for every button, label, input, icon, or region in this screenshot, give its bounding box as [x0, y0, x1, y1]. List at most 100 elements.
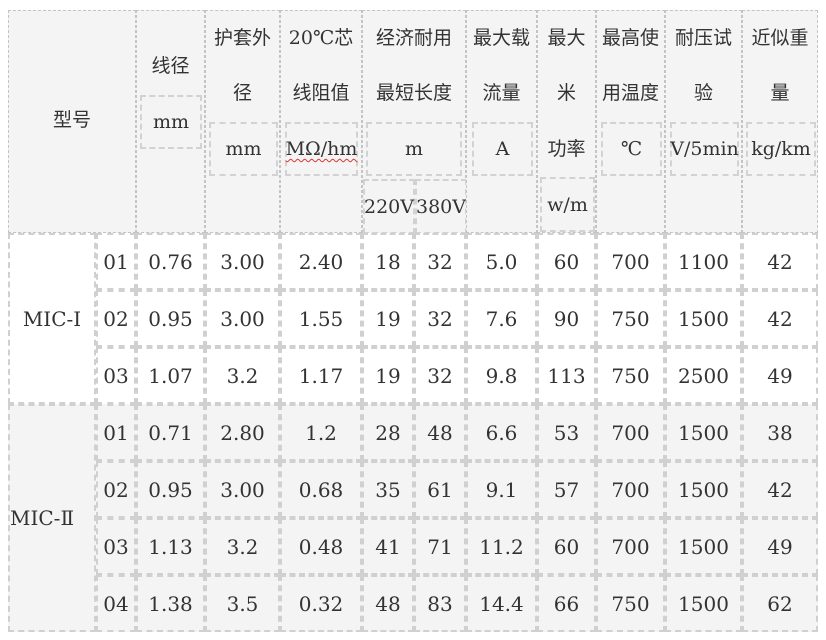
header-sheath-unit: mm [209, 122, 278, 176]
table-cell: 700 [596, 518, 665, 575]
table-cell: 0.76 [136, 233, 205, 290]
table-cell: 49 [742, 518, 818, 575]
table-cell: 1500 [665, 461, 742, 518]
header-current-label-2: 流量 [482, 82, 521, 104]
table-cell: 1.13 [136, 518, 205, 575]
table-cell: 35 [362, 461, 414, 518]
header-sheath-label-2: 径 [232, 82, 252, 104]
table-cell: 61 [414, 461, 466, 518]
header-power-label-3: 功率 [547, 138, 586, 160]
table-cell: 3.5 [205, 575, 280, 632]
header-length-label-2: 最短长度 [375, 82, 452, 104]
table-cell: 750 [596, 575, 665, 632]
table-cell: 66 [537, 575, 596, 632]
table-cell: 3.00 [205, 290, 280, 347]
table-cell: 49 [742, 347, 818, 404]
header-model: 型号 [8, 10, 136, 233]
table-cell: 32 [414, 347, 466, 404]
table-cell: 3.2 [205, 347, 280, 404]
header-power: 最大 米 功率 w/m [537, 10, 596, 233]
header-power-label-2: 米 [556, 82, 576, 104]
header-power-label-1: 最大 [547, 27, 586, 49]
table-cell: 18 [362, 233, 414, 290]
table-cell: 750 [596, 347, 665, 404]
table-cell: 19 [362, 290, 414, 347]
header-weight-unit: kg/km [746, 122, 816, 176]
table-cell: 2.80 [205, 404, 280, 461]
header-current-label-1: 最大载 [472, 27, 530, 49]
table-cell: 41 [362, 518, 414, 575]
table-cell: 2.40 [280, 233, 362, 290]
table-cell: 2500 [665, 347, 742, 404]
table-cell: 57 [537, 461, 596, 518]
header-voltage-label-2: 验 [693, 82, 713, 104]
table-cell: 04 [96, 575, 136, 632]
header-model-label: 型号 [52, 109, 91, 131]
header-resistance-unit: MΩ/hm [285, 122, 358, 176]
table-cell: 42 [742, 461, 818, 518]
table-cell: 1.55 [280, 290, 362, 347]
table-cell: 60 [537, 518, 596, 575]
table-cell: 42 [742, 290, 818, 347]
header-diameter: 线径 mm [136, 10, 205, 233]
table-cell: 1.07 [136, 347, 205, 404]
table-cell: 28 [362, 404, 414, 461]
table-cell: 3.00 [205, 233, 280, 290]
header-diameter-label: 线径 [151, 55, 190, 77]
table-cell: 48 [414, 404, 466, 461]
header-diameter-unit: mm [140, 95, 202, 149]
table-cell: 0.95 [136, 461, 205, 518]
header-resistance-label-2: 线阻值 [292, 82, 350, 104]
header-temperature-unit: ℃ [601, 122, 662, 176]
header-current: 最大载 流量 A [466, 10, 537, 233]
table-cell: 1.17 [280, 347, 362, 404]
header-weight: 近似重 量 kg/km [742, 10, 818, 233]
table-cell: 6.6 [466, 404, 537, 461]
table-cell: 03 [96, 518, 136, 575]
table-cell: 60 [537, 233, 596, 290]
header-resistance: 20℃芯 线阻值 MΩ/hm [280, 10, 362, 233]
table-cell: 38 [742, 404, 818, 461]
header-temperature-label-2: 用温度 [601, 82, 659, 104]
model-cell: MIC-Ⅱ [8, 404, 96, 632]
table-cell: 700 [596, 233, 665, 290]
header-sheath: 护套外 径 mm [205, 10, 280, 233]
header-temperature: 最高使 用温度 ℃ [596, 10, 665, 233]
table-cell: 14.4 [466, 575, 537, 632]
table-cell: 02 [96, 290, 136, 347]
table-cell: 32 [414, 233, 466, 290]
table-cell: 01 [96, 404, 136, 461]
header-resistance-label-1: 20℃芯 [288, 27, 354, 49]
table-cell: 0.95 [136, 290, 205, 347]
table-cell: 0.48 [280, 518, 362, 575]
header-weight-label-1: 近似重 [751, 27, 809, 49]
header-weight-label-2: 量 [770, 82, 790, 104]
table-cell: 0.71 [136, 404, 205, 461]
table-cell: 1500 [665, 575, 742, 632]
table-cell: 1500 [665, 518, 742, 575]
table-cell: 700 [596, 404, 665, 461]
header-length-220v: 220V [363, 179, 415, 234]
table-cell: 1.38 [136, 575, 205, 632]
table-cell: 11.2 [466, 518, 537, 575]
table-cell: 03 [96, 347, 136, 404]
header-length-380v: 380V [415, 179, 467, 234]
table-cell: 71 [414, 518, 466, 575]
model-cell: MIC-Ⅰ [8, 233, 96, 404]
header-current-unit: A [472, 122, 533, 176]
table-cell: 0.68 [280, 461, 362, 518]
table-cell: 1100 [665, 233, 742, 290]
header-sheath-label-1: 护套外 [213, 27, 271, 49]
table-cell: 42 [742, 233, 818, 290]
header-voltage: 耐压试 验 V/5min [665, 10, 742, 233]
header-length-label-1: 经济耐用 [375, 27, 452, 49]
table-cell: 3.00 [205, 461, 280, 518]
table-cell: 1500 [665, 404, 742, 461]
table-cell: 53 [537, 404, 596, 461]
table-cell: 7.6 [466, 290, 537, 347]
table-cell: 62 [742, 575, 818, 632]
table-cell: 1.2 [280, 404, 362, 461]
table-cell: 02 [96, 461, 136, 518]
header-resistance-unit-text: MΩ/hm [285, 138, 358, 160]
table-cell: 9.1 [466, 461, 537, 518]
